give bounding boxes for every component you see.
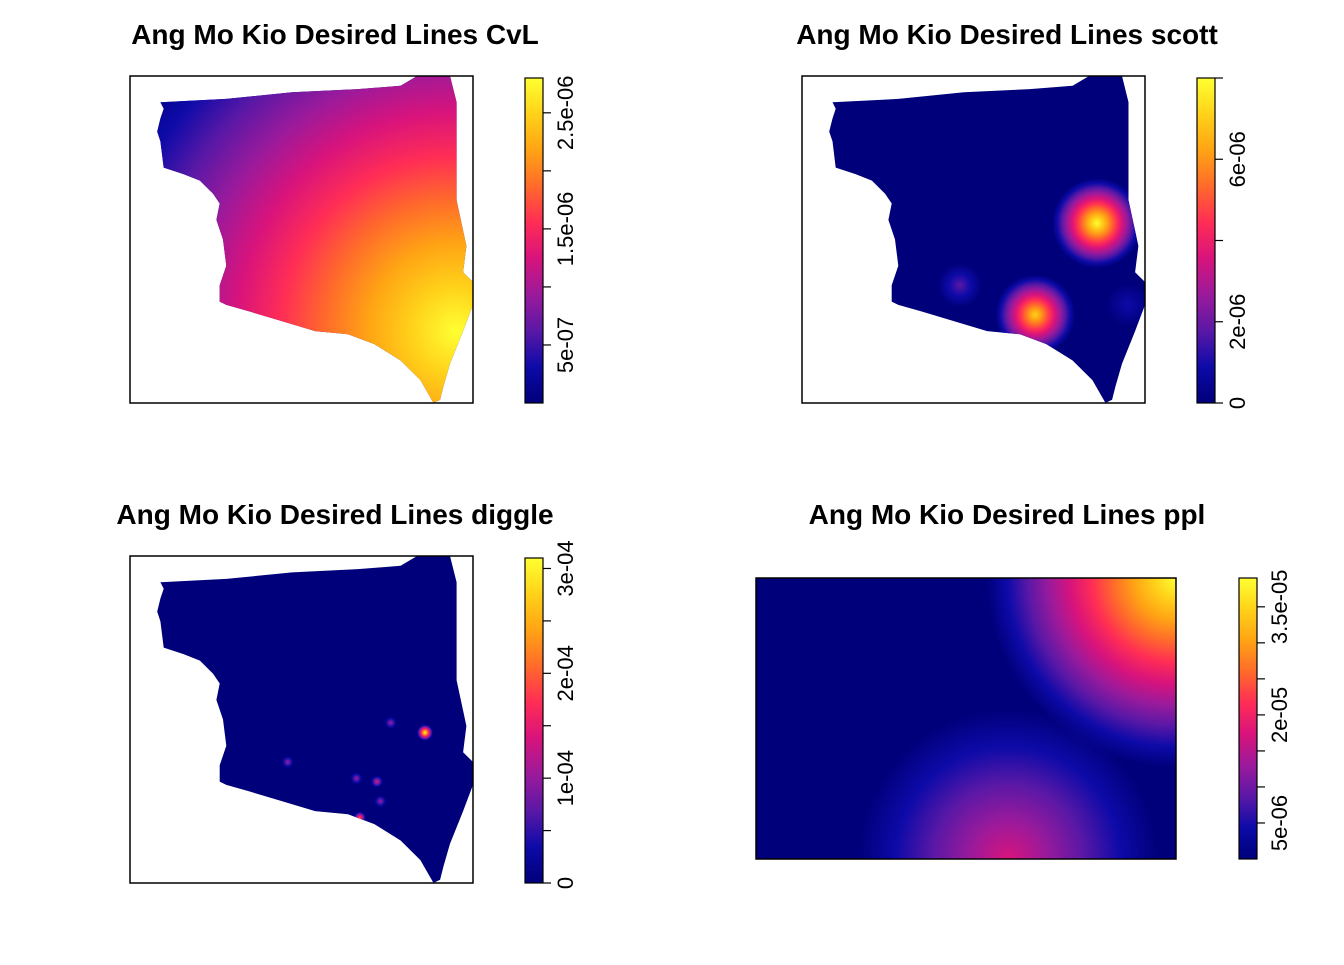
panel-title: Ang Mo Kio Desired Lines CvL [131,19,539,50]
plot-area [129,555,474,884]
density-hotspot [281,756,294,769]
colorbar-tick-label: 2e-04 [553,645,578,701]
density-hotspot [1105,282,1145,327]
density-surface [829,76,1145,403]
plot-frame [129,75,474,404]
colorbar-tick-label: 6e-06 [1225,131,1250,187]
panel-title: Ang Mo Kio Desired Lines scott [796,19,1218,50]
density-hotspot [350,772,363,785]
colorbar-tick-label: 0 [553,877,578,889]
colorbar: 0 2e-06 6e-06 [1196,77,1250,409]
density-hotspot [370,775,383,788]
colorbar-scale [524,557,544,884]
plot-area [755,577,1177,860]
density-hotspot [157,76,473,403]
colorbar-tick-label: 5e-06 [1267,795,1292,851]
density-hotspot [986,578,1176,768]
plot-frame [129,555,474,884]
panel-title: Ang Mo Kio Desired Lines diggle [116,499,553,530]
panel-title: Ang Mo Kio Desired Lines ppl [809,499,1206,530]
colorbar: 5e-07 1.5e-06 2.5e-06 [524,76,578,404]
colorbar-tick-label: 1e-04 [553,750,578,806]
colorbar-tick-label: 0 [1225,397,1250,409]
colorbar-scale [524,77,544,404]
density-surface [157,556,473,883]
panel-diggle: Ang Mo Kio Desired Lines diggle 0 1e-04 2e… [116,499,578,889]
colorbar-tick-label: 2e-05 [1267,687,1292,743]
panel-scott: Ang Mo Kio Desired Lines scott 0 2e-06 6e-… [796,19,1250,409]
colorbar-scale [1196,77,1216,404]
plot-frame [755,577,1177,860]
colorbar-tick-label: 3.5e-05 [1267,570,1292,645]
colorbar: 0 1e-04 2e-04 3e-04 [524,540,578,889]
density-surface [756,578,1176,859]
density-hotspot [1051,178,1142,269]
density-hotspot [353,811,366,824]
density-hotspot [416,724,433,741]
colorbar: 5e-06 2e-05 3.5e-05 [1238,570,1292,860]
colorbar-tick-label: 2e-06 [1225,294,1250,350]
colorbar-tick-label: 1.5e-06 [553,192,578,267]
colorbar-scale [1238,577,1258,860]
density-hotspot [937,263,982,308]
panel-cvl: Ang Mo Kio Desired Lines CvL 5e-07 1.5e-0… [129,19,578,404]
density-hotspot [858,709,1158,859]
density-hotspot [995,274,1076,355]
plot-area [801,75,1146,404]
plot-frame [801,75,1146,404]
colorbar-tick-label: 2.5e-06 [553,76,578,151]
density-hotspot [384,716,397,729]
panel-ppl: Ang Mo Kio Desired Lines ppl 5e-06 2e-05 3… [755,499,1292,860]
colorbar-tick-label: 5e-07 [553,317,578,373]
colorbar-tick-label: 3e-04 [553,540,578,596]
density-hotspot [374,795,387,808]
